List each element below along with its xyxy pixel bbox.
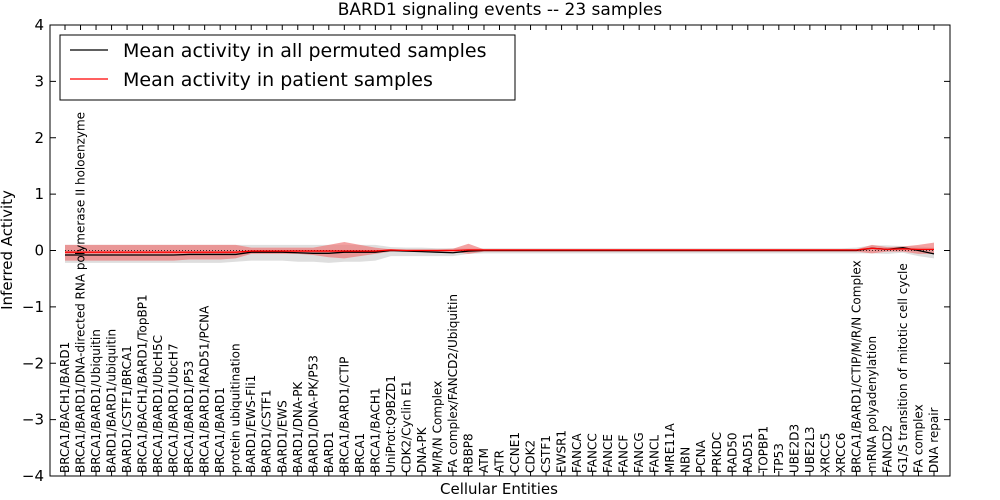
y-tick-label: 4 (34, 16, 44, 34)
x-tick-label: BRCA1/BARD1/CTIP/M/R/N Complex (849, 260, 863, 473)
x-tick-label: PCNA (694, 439, 708, 473)
y-tick-label: 0 (34, 242, 44, 260)
band-series-1 (65, 242, 934, 261)
x-tick-label: FANCA (570, 433, 584, 473)
x-tick-label: BARD1/CSTF1/BRCA1 (120, 345, 134, 473)
x-tick-label: ATM (477, 448, 491, 473)
x-tick-label: M/R/N Complex (430, 381, 444, 473)
x-tick-label: BRCA1/BACH1/BARD1 (58, 342, 72, 473)
x-tick-label: BARD1/CSTF1 (260, 389, 274, 473)
x-tick-labels: BRCA1/BACH1/BARD1 BRCA1/BARD1/DNA-directe… (58, 25, 941, 476)
x-tick-label: BRCA1/BARD1/RAD51/PCNA (198, 305, 212, 473)
x-tick-label: FANCG (632, 432, 646, 473)
x-tick-label: UBE2D3 (787, 424, 801, 473)
x-tick-label: FANCD2 (880, 425, 894, 473)
legend-box (59, 34, 516, 101)
x-axis-label: Cellular Entities (440, 480, 558, 498)
y-tick-label: −1 (22, 298, 44, 316)
legend-label-patient: Mean activity in patient samples (123, 69, 433, 91)
x-tick-label: XRCC6 (834, 433, 848, 473)
x-tick-label: NBN (679, 447, 693, 473)
x-tick-label: BRCA1/BARD1/CTIP (337, 357, 351, 473)
x-tick-label: FANCE (601, 434, 615, 473)
plot-frame (49, 24, 951, 477)
x-tick-label: FA complex (911, 404, 925, 473)
x-tick-label: G1/S transition of mitotic cell cycle (896, 263, 910, 473)
y-tick-label: −2 (22, 354, 44, 372)
y-tick-label: −4 (22, 467, 44, 485)
y-tick-label: 2 (34, 129, 44, 147)
y-tick-label: 1 (34, 185, 44, 203)
x-tick-label: protein ubiquitination (229, 343, 243, 473)
x-tick-label: FA complex/FANCD2/Ubiquitin (446, 294, 460, 473)
x-tick-label: PRKDC (710, 432, 724, 473)
y-tick-label: 3 (34, 72, 44, 90)
y-axis: 4 3 2 1 0 −1 −2 −3 −4 (22, 16, 950, 485)
x-tick-label: BRCA1/BARD1/UbcH7 (167, 343, 181, 473)
x-tick-label: CCNE1 (508, 432, 522, 473)
x-tick-label: BARD1/BARD1/ubiquitin (105, 329, 119, 473)
x-tick-label: UBE2L3 (803, 426, 817, 473)
x-tick-label: BARD1/DNA-PK (291, 381, 305, 473)
x-tick-label: RBBP8 (461, 433, 475, 473)
chart-title: BARD1 signaling events -- 23 samples (338, 0, 663, 20)
series-line-1 (65, 247, 934, 253)
x-tick-label: XRCC5 (818, 433, 832, 473)
x-tick-label: TOPBP1 (756, 426, 770, 474)
x-tick-label: BRCA1/BARD1 (213, 387, 227, 473)
x-tick-label: RAD50 (725, 432, 739, 473)
y-tick-label: −3 (22, 411, 44, 429)
x-tick-label: BARD1/EWS (275, 400, 289, 473)
x-tick-label: ATR (493, 450, 507, 473)
x-tick-label: BARD1/DNA-PK/P53 (306, 355, 320, 473)
x-tick-label: CDK2 (524, 440, 538, 473)
x-tick-label: BRCA1/BARD1/Ubiquitin (89, 329, 103, 473)
x-tick-label: FANCL (648, 435, 662, 473)
x-tick-label: DNA repair (927, 407, 941, 473)
x-tick-label: FANCF (617, 435, 631, 473)
x-tick-label: BARD1/EWS-Fli1 (244, 375, 258, 473)
x-tick-label: RAD51 (741, 432, 755, 473)
x-tick-label: BRCA1/BACH1 (368, 387, 382, 473)
x-tick-label: CSTF1 (539, 435, 553, 473)
x-tick-label: EWSR1 (555, 430, 569, 473)
x-tick-label: CDK2/Cyclin E1 (399, 380, 413, 473)
x-tick-label: MRE11A (663, 422, 677, 473)
x-tick-label: DNA-PK (415, 426, 429, 473)
legend-label-permuted: Mean activity in all permuted samples (123, 40, 486, 62)
x-tick-label: TP53 (772, 443, 786, 474)
legend: Mean activity in all permuted samples Me… (59, 34, 516, 101)
x-tick-label: BARD1 (322, 431, 336, 473)
x-tick-label: BRCA1/BARD1/P53 (182, 361, 196, 473)
x-tick-label: UniProt:Q9BZD1 (384, 375, 398, 473)
x-tick-label: BRCA1 (353, 433, 367, 473)
x-tick-label: BRCA1/BACH1/BARD1/TopBP1 (136, 294, 150, 473)
x-tick-label: mRNA polyadenylation (865, 336, 879, 473)
series-lines (65, 247, 935, 256)
x-tick-label: BRCA1/BARD1/UbcH5C (151, 335, 165, 473)
x-tick-label: BRCA1/BARD1/DNA-directed RNA polymerase … (74, 112, 88, 473)
y-axis-label: Inferred Activity (0, 190, 16, 310)
x-tick-label: FANCC (586, 433, 600, 473)
